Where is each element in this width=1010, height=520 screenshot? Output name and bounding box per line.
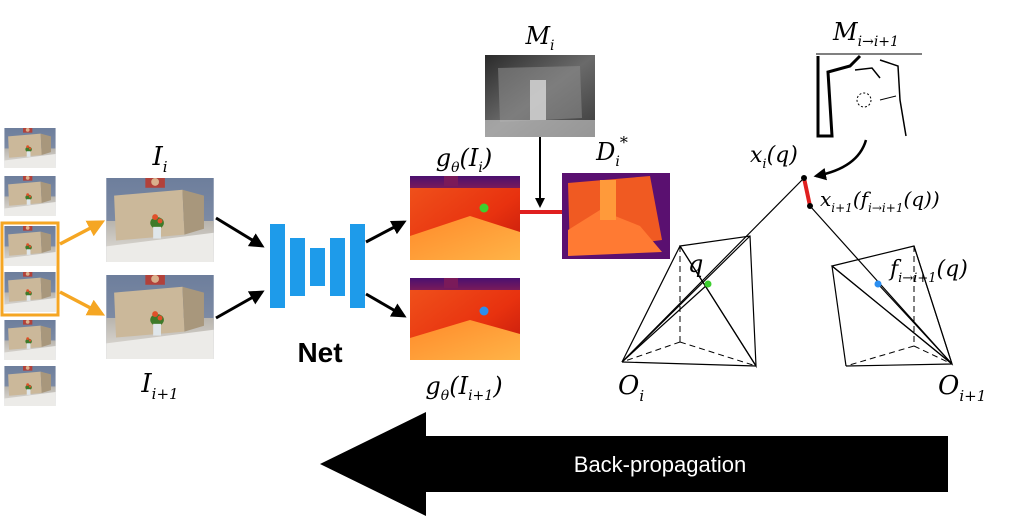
label-f-q: fi→i+1(q) — [888, 257, 968, 286]
input-frame-i — [106, 178, 214, 262]
label-q: q — [688, 250, 703, 278]
frame-thumb — [4, 176, 56, 216]
frame-thumb — [4, 128, 56, 168]
output-arrow-top — [365, 220, 407, 244]
label-mask-m-i: Mi — [524, 22, 554, 54]
network-label: Net — [297, 337, 342, 368]
point-x-i — [801, 175, 807, 181]
label-o-i: Oi — [618, 371, 644, 405]
mask-m-i — [485, 55, 595, 137]
green-point-q — [479, 203, 489, 213]
green-point-q-geom — [704, 280, 712, 288]
label-g-theta-i: gθ(Ii) — [436, 144, 493, 176]
label-mask-m-i-to-i1: Mi→i+1 — [832, 18, 899, 50]
backprop-label: Back-propagation — [574, 452, 746, 477]
network-icon — [270, 224, 365, 308]
frame-thumb — [4, 366, 56, 406]
point-x-i1 — [807, 203, 813, 209]
mask-to-point-arrow — [813, 139, 868, 181]
mask-m-i-to-i1 — [816, 53, 922, 138]
select-arrow-i — [59, 220, 106, 246]
backprop-arrow — [320, 412, 948, 516]
label-g-theta-i1: gθ(Ii+1) — [425, 372, 502, 404]
input-arrow-bottom — [215, 290, 265, 320]
output-arrow-bottom — [365, 292, 407, 318]
frame-thumb — [4, 272, 56, 312]
label-o-i1: Oi+1 — [938, 371, 986, 405]
frame-thumb — [4, 226, 56, 266]
target-depth-d-i — [562, 173, 670, 259]
depth-map-i — [410, 176, 520, 260]
error-segment — [802, 177, 812, 207]
select-arrow-i1 — [59, 290, 106, 316]
blue-point-geom — [874, 280, 882, 288]
frame-thumb — [4, 320, 56, 360]
input-arrow-top — [215, 216, 265, 248]
label-x-i1-f: xi+1(fi→i+1(q)) — [820, 187, 940, 215]
label-x-i-q: xi(q) — [750, 143, 798, 172]
blue-point — [479, 306, 489, 316]
depth-map-i1 — [410, 278, 520, 360]
label-target-depth: Di* — [595, 133, 628, 170]
label-frame-i: Ii — [151, 142, 167, 176]
frame-stack — [4, 128, 56, 406]
selected-frame-pair-highlight — [0, 221, 60, 317]
input-frame-i1 — [106, 275, 214, 359]
label-frame-i1: Ii+1 — [140, 369, 178, 403]
